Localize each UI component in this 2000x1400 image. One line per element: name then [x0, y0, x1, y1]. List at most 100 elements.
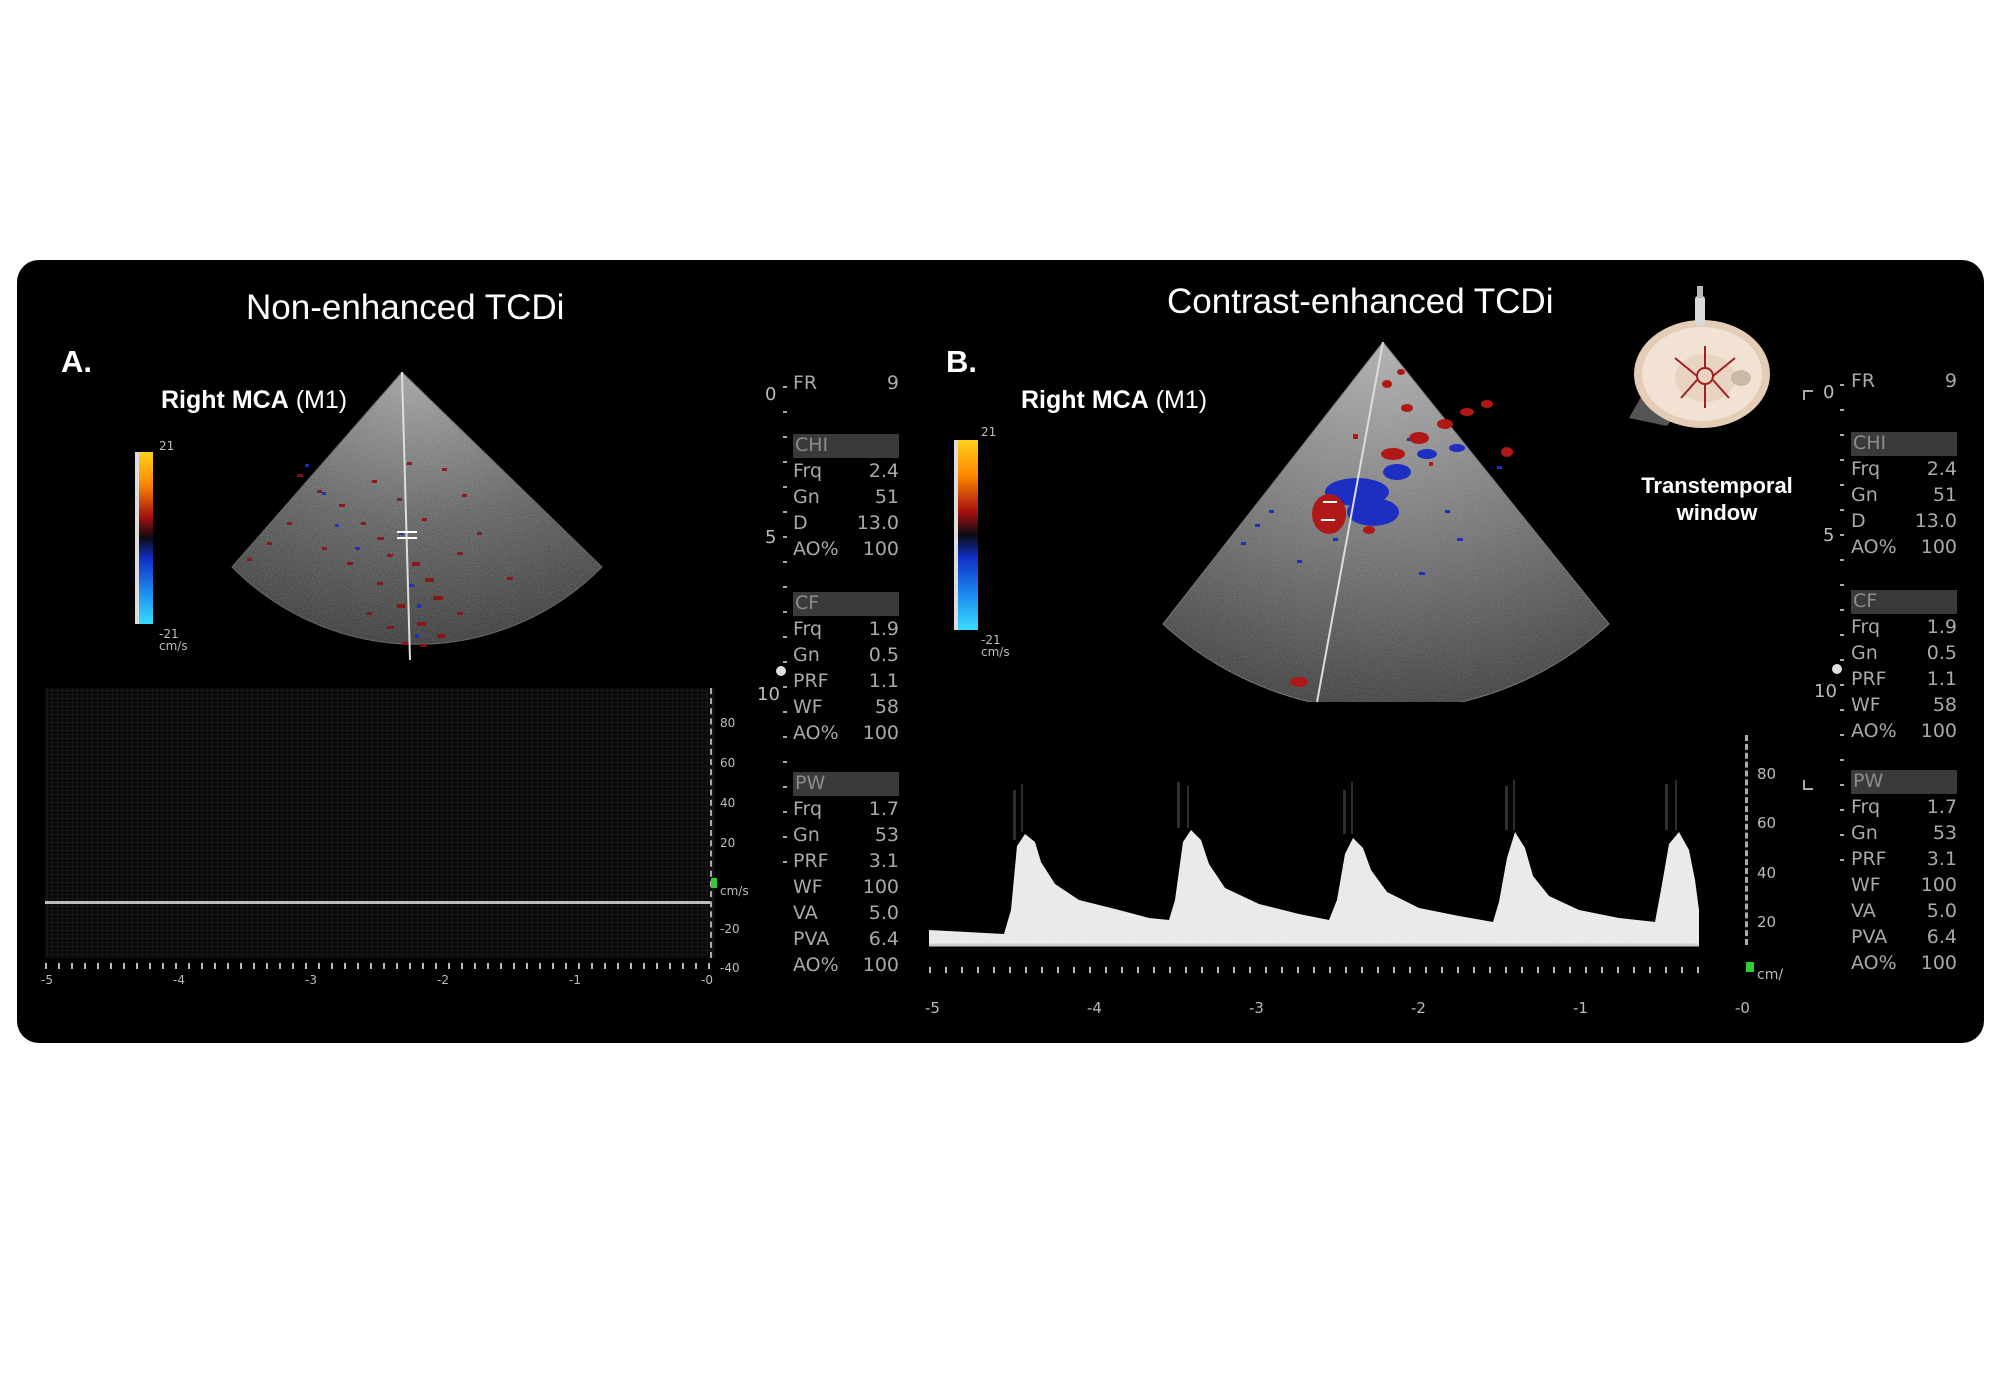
figure-panel: Non-enhanced TCDi A. Right MCA (M1) 21 -…	[17, 260, 1984, 1043]
panel-a-velocity-unit: cm/s	[720, 884, 749, 898]
param-value: 53	[874, 824, 899, 846]
param-row-frq: Frq 1.9	[1851, 616, 1957, 640]
param-row-prf: PRF 1.1	[1851, 668, 1957, 692]
param-row-gn: Gn 0.5	[793, 644, 899, 668]
param-key: PRF	[793, 670, 829, 692]
panel-a-depth-10: 10	[757, 684, 780, 705]
panel-a-depth-5: 5	[765, 527, 777, 548]
param-key: Frq	[793, 618, 823, 640]
panel-b-vessel-label: Right MCA (M1)	[1021, 386, 1207, 415]
param-key: CF	[1853, 590, 1878, 612]
param-key: Gn	[1851, 822, 1878, 844]
param-key: WF	[793, 696, 823, 718]
param-key: PRF	[1851, 668, 1887, 690]
param-value: 58	[874, 696, 899, 718]
param-row-prf: PRF 3.1	[793, 850, 899, 874]
panel-b-vessel-segment: (M1)	[1148, 386, 1208, 414]
panel-a-focus-dot	[776, 666, 786, 676]
param-value: 53	[1932, 822, 1957, 844]
param-row-aopct: AO% 100	[1851, 952, 1957, 976]
param-key: PVA	[1851, 926, 1888, 948]
panel-a-baseline	[45, 901, 710, 904]
param-key: Frq	[793, 798, 823, 820]
param-key: PRF	[1851, 848, 1887, 870]
panel-a-velocity-marker	[711, 878, 717, 888]
panel-b-time-tick-0: -0	[1735, 999, 1750, 1017]
param-row-pva: PVA 6.4	[793, 928, 899, 952]
param-row-wf: WF 58	[793, 696, 899, 720]
param-value: 100	[862, 722, 899, 744]
panel-a-color-scale	[135, 452, 153, 624]
param-row-fr: FR 9	[1851, 370, 1957, 394]
panel-a-sector-image	[231, 372, 603, 660]
param-row-pva: PVA 6.4	[1851, 926, 1957, 950]
panel-b-sector-image	[1162, 342, 1610, 702]
param-key: CHI	[1853, 432, 1887, 454]
panel-b-heading: Contrast-enhanced TCDi	[1167, 282, 1554, 321]
panel-a-color-scale-unit: cm/s	[159, 639, 188, 653]
param-value: 1.9	[1926, 616, 1957, 638]
param-value: 9	[886, 372, 899, 394]
panel-a-depth-scale	[783, 386, 787, 886]
param-value: 1.9	[868, 618, 899, 640]
panel-b-depth-5: 5	[1823, 525, 1835, 546]
param-value: 9	[1944, 370, 1957, 392]
param-key: D	[793, 512, 808, 534]
param-value: 58	[1932, 694, 1957, 716]
panel-a-color-scale-max: 21	[159, 439, 175, 453]
param-key: Gn	[1851, 484, 1878, 506]
param-value: 1.7	[1926, 796, 1957, 818]
panel-b-color-scale-min: -21	[981, 633, 1001, 647]
panel-a-vel-tick-40: 40	[720, 796, 736, 810]
param-row-wf: WF 100	[793, 876, 899, 900]
panel-a-vessel-label: Right MCA (M1)	[161, 386, 347, 415]
panel-a-time-tick-3: -3	[305, 973, 317, 987]
param-key: CHI	[795, 434, 829, 456]
param-key: PRF	[793, 850, 829, 872]
param-value: 51	[1932, 484, 1957, 506]
param-value: 2.4	[1926, 458, 1957, 480]
param-row-gn: Gn 53	[1851, 822, 1957, 846]
panel-b-vel-tick-20: 20	[1757, 913, 1777, 931]
param-header-pw: PW	[793, 772, 899, 796]
panel-b-color-scale-max: 21	[981, 425, 997, 439]
panel-b-vel-tick-80: 80	[1757, 765, 1777, 783]
panel-a-vessel-segment: (M1)	[288, 386, 348, 414]
param-row-prf: PRF 1.1	[793, 670, 899, 694]
param-value: 6.4	[1926, 926, 1957, 948]
panel-b-depth-scale	[1840, 384, 1844, 884]
param-row-aopct: AO% 100	[793, 954, 899, 978]
param-value: 6.4	[868, 928, 899, 950]
transtemporal-window-illustration	[1629, 286, 1770, 428]
panel-a-vel-tick-20: 20	[720, 836, 736, 850]
param-row-gn: Gn 51	[793, 486, 899, 510]
param-key: PW	[1853, 770, 1884, 792]
param-key: Frq	[1851, 616, 1881, 638]
param-header-cf: CF	[793, 592, 899, 616]
param-row-gn: Gn 51	[1851, 484, 1957, 508]
panel-a-vel-tick-80: 80	[720, 716, 736, 730]
panel-b-velocity-marker	[1746, 962, 1754, 972]
panel-a-velocity-axis	[710, 688, 715, 958]
panel-a-color-scale-min: -21	[159, 627, 179, 641]
transtemporal-window-label: Transtemporal window	[1617, 472, 1817, 526]
param-value: 3.1	[1926, 848, 1957, 870]
panel-b-velocity-unit: cm/	[1757, 967, 1784, 983]
param-key: FR	[1851, 370, 1876, 392]
panel-b-color-scale	[954, 440, 978, 630]
param-value: 100	[862, 538, 899, 560]
panel-b-time-tick-3: -3	[1249, 999, 1264, 1017]
param-row-d: D 13.0	[793, 512, 899, 536]
param-key: AO%	[1851, 952, 1897, 974]
param-key: WF	[1851, 874, 1881, 896]
panel-b-color-scale-unit: cm/s	[981, 645, 1010, 659]
panel-b-focus-dot	[1832, 664, 1842, 674]
param-row-gn: Gn 0.5	[1851, 642, 1957, 666]
panel-a-time-tick-2: -2	[437, 973, 449, 987]
transtemporal-window-line2: window	[1676, 500, 1758, 525]
panel-a-letter: A.	[61, 344, 92, 379]
param-key: AO%	[1851, 536, 1897, 558]
param-key: PW	[795, 772, 826, 794]
param-value: 100	[1920, 874, 1957, 896]
param-value: 5.0	[868, 902, 899, 924]
